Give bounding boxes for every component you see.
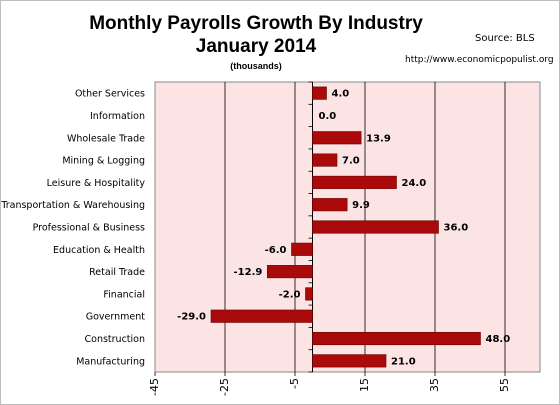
bar [267, 265, 313, 279]
bar [312, 331, 481, 346]
x-tick-label: 35 [428, 378, 441, 392]
x-tick-label: 15 [358, 378, 371, 392]
bar [312, 198, 348, 212]
data-label: 48.0 [486, 334, 511, 345]
category-label: Education & Health [53, 245, 145, 256]
category-label: Leisure & Hospitality [47, 178, 146, 189]
category-label: Transportation & Warehousing [0, 200, 145, 211]
category-label: Information [90, 111, 145, 122]
data-label: 24.0 [402, 178, 427, 189]
x-tick-label: -5 [288, 378, 301, 389]
chart-title: Monthly Payrolls Growth By Industry [89, 13, 423, 34]
data-label: -29.0 [177, 312, 206, 323]
bar [210, 309, 313, 323]
data-label: 21.0 [391, 356, 416, 367]
bar [312, 153, 338, 167]
category-label: Manufacturing [76, 356, 145, 367]
data-label: 7.0 [342, 156, 360, 167]
category-label: Mining & Logging [62, 156, 145, 167]
category-label: Construction [85, 334, 146, 345]
source-url: http://www.economicpopulist.org [405, 55, 554, 65]
data-label: -6.0 [265, 245, 287, 256]
chart-subtitle: January 2014 [195, 36, 317, 57]
bar [312, 131, 362, 145]
x-tick-label: -45 [148, 378, 161, 396]
category-label: Government [86, 312, 146, 323]
bar [305, 287, 313, 301]
bar [312, 354, 387, 368]
data-label: 4.0 [332, 89, 350, 100]
data-label: -12.9 [234, 267, 263, 278]
category-label: Professional & Business [33, 223, 145, 234]
data-label: 0.0 [319, 111, 337, 122]
data-label: 9.9 [352, 200, 370, 211]
category-label: Retail Trade [89, 267, 145, 278]
bar [312, 220, 439, 234]
unit-note: (thousands) [230, 61, 282, 71]
category-label: Financial [103, 289, 145, 300]
source-label: Source: BLS [475, 33, 535, 44]
data-label: 36.0 [444, 223, 469, 234]
data-label: -2.0 [279, 289, 301, 300]
bar [312, 175, 397, 189]
x-tick-label: -25 [218, 378, 231, 396]
bar [291, 242, 313, 256]
category-label: Wholesale Trade [67, 133, 145, 144]
category-label: Other Services [75, 89, 145, 100]
x-tick-label: 55 [498, 378, 511, 392]
data-label: 13.9 [366, 133, 391, 144]
bar [312, 86, 327, 100]
